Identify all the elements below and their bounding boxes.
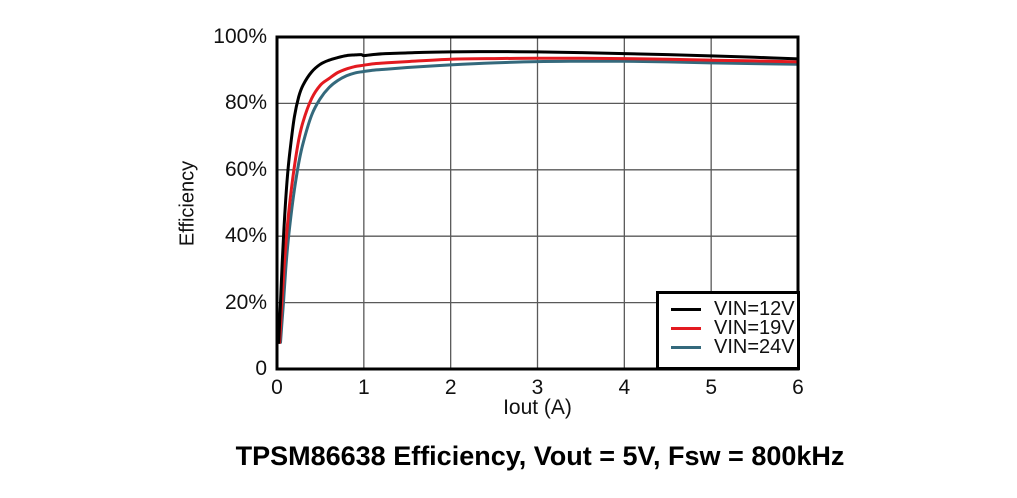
y-tick-label: 40% (224, 224, 267, 248)
legend-swatch (671, 327, 701, 330)
x-axis-title: Iout (A) (503, 396, 572, 419)
legend-label: VIN=19V (714, 317, 795, 339)
chart-title: TPSM86638 Efficiency, Vout = 5V, Fsw = 8… (235, 441, 845, 471)
legend-swatch (671, 346, 701, 349)
legend-item: VIN=19V (671, 317, 797, 339)
legend-item: VIN=12V (671, 298, 797, 320)
legend: VIN=12V VIN=19V VIN=24V (656, 291, 800, 370)
y-axis-title: Efficiency (176, 160, 199, 247)
series-line-vin-19v (278, 56, 800, 344)
x-tick-label: 5 (705, 376, 717, 399)
y-tick-label: 80% (224, 91, 267, 115)
x-tick-label: 3 (531, 376, 544, 399)
y-tick-label: 0 (255, 357, 267, 380)
series-line-vin-24v (279, 59, 800, 344)
plot-area (275, 35, 800, 371)
plot-border (275, 35, 800, 371)
legend-label: VIN=24V (714, 336, 795, 358)
legend-item: VIN=24V (671, 336, 797, 358)
y-tick-label: 20% (224, 290, 267, 314)
series-line-vin-12v (277, 50, 800, 344)
x-tick-label: 0 (271, 376, 283, 399)
x-tick-label: 2 (444, 376, 457, 399)
x-tick-label: 6 (792, 376, 804, 399)
legend-swatch (671, 308, 701, 311)
legend-label: VIN=12V (714, 298, 795, 320)
x-tick-label: 4 (618, 376, 631, 399)
x-tick-label: 1 (357, 376, 370, 399)
y-tick-label: 60% (224, 157, 267, 181)
y-tick-label: 100% (213, 25, 267, 48)
